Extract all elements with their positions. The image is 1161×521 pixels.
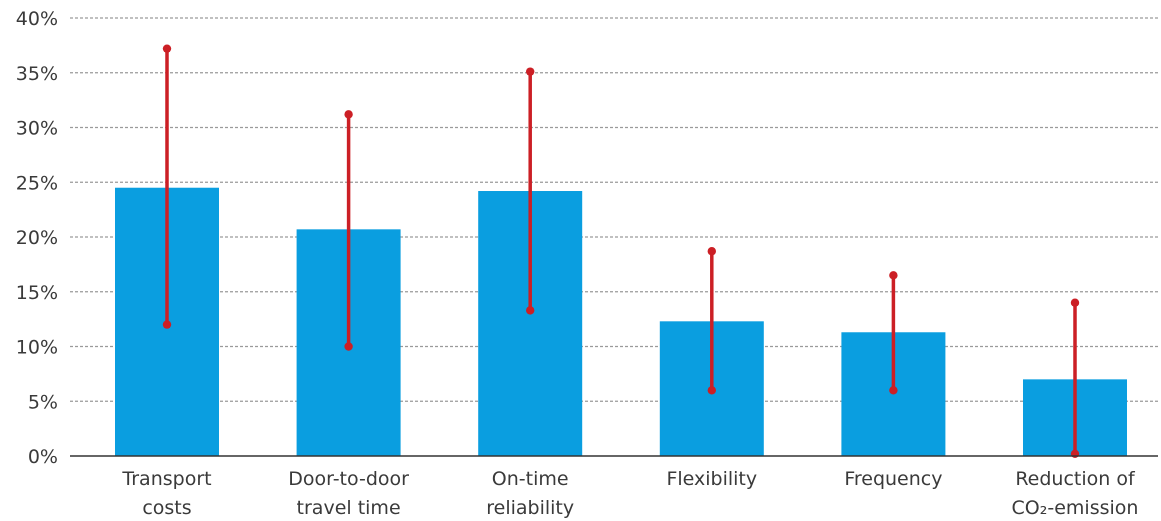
error-bar-cap-low [889, 386, 898, 395]
y-axis-ticks: 0% 5% 10% 15% 20% 25% 30% 35% 40% [16, 8, 58, 468]
y-tick-label: 20% [16, 227, 58, 249]
y-tick-label: 0% [28, 446, 58, 468]
x-category-label: On-time reliability [486, 468, 574, 519]
error-bar-cap-low [344, 342, 353, 351]
error-bar-cap-high [889, 271, 898, 280]
y-tick-label: 30% [16, 118, 58, 140]
gridlines [70, 17, 1158, 402]
y-tick-label: 25% [16, 172, 58, 194]
x-category-label: Transport costs [121, 468, 211, 519]
error-bar-cap-high [707, 247, 716, 256]
error-bar-cap-high [1070, 298, 1080, 307]
error-bar [526, 67, 535, 315]
error-bar-cap-low [162, 320, 172, 329]
error-bar-cap-high [344, 110, 353, 119]
error-bar [162, 44, 172, 329]
x-category-label: Reduction of CO₂-emission [1012, 468, 1139, 519]
error-bar-cap-low [707, 386, 716, 395]
error-bar [889, 271, 898, 395]
y-tick-label: 5% [28, 391, 58, 413]
error-bars [162, 44, 1080, 459]
y-tick-label: 40% [16, 8, 58, 30]
error-bar-cap-high [526, 67, 535, 76]
x-axis-labels: Transport costs Door-to-door travel time On-… [121, 468, 1138, 519]
error-bar-cap-low [526, 306, 535, 315]
x-category-label: Frequency [844, 468, 942, 490]
y-tick-label: 10% [16, 337, 58, 359]
error-bar [344, 110, 353, 351]
error-bar [707, 247, 716, 395]
x-category-label: Door-to-door travel time [288, 468, 409, 519]
y-tick-label: 15% [16, 282, 58, 304]
y-tick-label: 35% [16, 63, 58, 85]
bars [115, 187, 1127, 456]
error-bar-cap-high [162, 44, 172, 53]
x-category-label: Flexibility [666, 468, 757, 490]
